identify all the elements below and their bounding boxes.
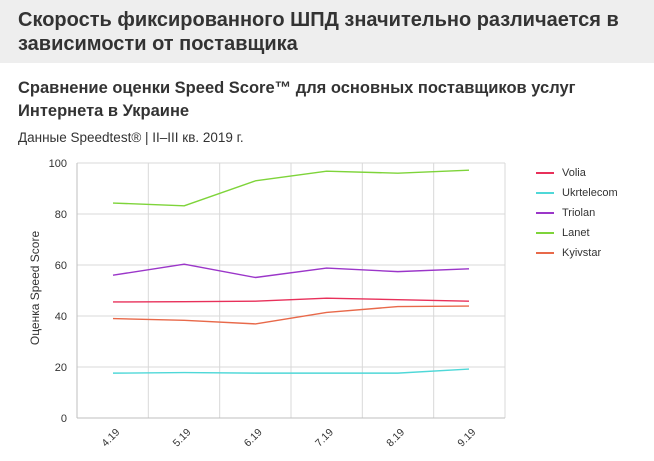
legend-swatch — [536, 172, 554, 174]
series-line-triolan — [112, 263, 470, 279]
legend-label: Kyivstar — [562, 247, 602, 259]
x-tick-label: 8.19 — [384, 426, 407, 449]
chart-legend: Volia Ukrtelecom Triolan Lanet Kyivstar — [536, 163, 618, 263]
y-tick-label: 100 — [49, 158, 67, 170]
series-line-lanet — [112, 169, 470, 207]
legend-item-triolan: Triolan — [536, 203, 618, 223]
x-tick-label: 9.19 — [455, 426, 478, 449]
legend-label: Lanet — [562, 227, 590, 239]
y-tick-label: 60 — [55, 260, 67, 272]
y-tick-label: 80 — [55, 209, 67, 221]
legend-label: Volia — [562, 167, 586, 179]
legend-item-volia: Volia — [536, 163, 618, 183]
chart-title: Сравнение оценки Speed Score™ для основн… — [18, 79, 576, 120]
y-tick-label: 40 — [55, 311, 67, 323]
banner-title: Скорость фиксированного ШПД значительно … — [18, 9, 619, 55]
legend-item-ukrtelecom: Ukrtelecom — [536, 183, 618, 203]
y-tick-label: 20 — [55, 362, 67, 374]
legend-swatch — [536, 252, 554, 254]
legend-item-lanet: Lanet — [536, 223, 618, 243]
legend-item-kyivstar: Kyivstar — [536, 243, 618, 263]
y-tick-label: 0 — [61, 413, 67, 425]
series-line-kyivstar — [112, 305, 470, 325]
legend-swatch — [536, 232, 554, 234]
legend-swatch — [536, 212, 554, 214]
chart-subtitle: Данные Speedtest® | II–III кв. 2019 г. — [18, 130, 244, 145]
legend-label: Triolan — [562, 207, 596, 219]
series-line-ukrtelecom — [112, 368, 470, 374]
header-banner: Скорость фиксированного ШПД значительно … — [0, 0, 654, 63]
x-tick-label: 7.19 — [313, 426, 336, 449]
legend-label: Ukrtelecom — [562, 187, 618, 199]
y-axis-label: Оценка Speed Score — [28, 230, 42, 346]
x-tick-label: 4.19 — [99, 426, 122, 449]
x-tick-label: 5.19 — [171, 426, 194, 449]
legend-swatch — [536, 192, 554, 194]
series-line-volia — [112, 297, 470, 303]
x-tick-label: 6.19 — [242, 426, 265, 449]
